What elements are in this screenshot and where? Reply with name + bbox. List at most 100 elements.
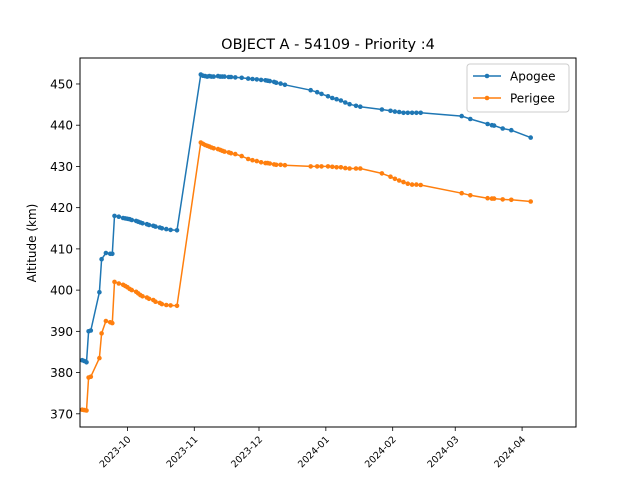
- data-point: [211, 74, 216, 79]
- data-point: [116, 281, 122, 286]
- data-point: [84, 408, 89, 413]
- data-point: [282, 82, 288, 88]
- data-point: [347, 166, 352, 171]
- y-tick-label: 450: [50, 77, 73, 91]
- data-point: [418, 182, 424, 188]
- data-point: [116, 214, 122, 219]
- y-tick-label: 380: [50, 366, 73, 380]
- series-perigee: [79, 140, 533, 413]
- data-point: [308, 164, 314, 169]
- data-point: [233, 151, 238, 157]
- data-point: [314, 89, 320, 95]
- data-point: [338, 98, 344, 103]
- data-point: [414, 110, 419, 116]
- data-point: [418, 110, 424, 116]
- data-point: [405, 181, 411, 186]
- plot-area-frame: [79, 57, 577, 428]
- y-tick-label: 370: [50, 407, 73, 421]
- data-point: [491, 196, 497, 201]
- data-point: [405, 110, 411, 116]
- data-point: [353, 166, 359, 171]
- data-point: [347, 101, 352, 107]
- data-point: [325, 94, 331, 99]
- data-point: [239, 75, 244, 81]
- data-point: [314, 164, 320, 169]
- data-point: [258, 77, 264, 83]
- data-point: [168, 227, 173, 233]
- data-point: [319, 91, 324, 97]
- data-point: [129, 217, 135, 223]
- legend: Apogee Perigee: [466, 63, 570, 113]
- data-point: [211, 146, 216, 151]
- series-apogee: [79, 72, 533, 365]
- data-point: [396, 109, 402, 115]
- data-point: [254, 77, 260, 82]
- data-point: [110, 251, 115, 257]
- data-point: [388, 108, 393, 114]
- data-point: [168, 303, 173, 308]
- chart-title: OBJECT A - 54109 - Priority :4: [221, 37, 435, 53]
- data-point: [222, 149, 227, 154]
- y-tick-label: 410: [50, 242, 73, 256]
- data-point: [146, 222, 152, 228]
- data-point: [343, 100, 348, 105]
- data-point: [459, 190, 465, 196]
- data-point: [500, 126, 506, 131]
- data-point: [153, 299, 158, 305]
- data-point: [222, 74, 227, 79]
- y-tick-label: 400: [50, 284, 73, 298]
- data-point: [282, 162, 288, 168]
- data-point: [140, 221, 145, 226]
- data-point: [174, 303, 180, 309]
- data-point: [459, 113, 465, 119]
- data-point: [468, 193, 473, 198]
- data-point: [509, 197, 514, 203]
- data-point: [401, 179, 406, 185]
- y-axis-ticks: 370 380 390 400 410 420 430 440 450: [50, 77, 80, 421]
- data-point: [414, 182, 419, 187]
- data-point: [245, 156, 251, 162]
- data-point: [174, 228, 180, 233]
- data-point: [250, 157, 255, 163]
- legend-marker: [484, 73, 490, 79]
- legend-item-perigee: Perigee: [473, 92, 555, 106]
- legend-marker: [484, 95, 490, 101]
- data-point: [254, 158, 260, 164]
- legend-item-apogee: Apogee: [473, 70, 556, 84]
- data-point: [319, 164, 324, 169]
- data-point: [392, 176, 398, 182]
- data-point: [273, 162, 279, 168]
- data-point: [358, 104, 363, 109]
- data-point: [159, 226, 165, 231]
- data-point: [468, 116, 473, 122]
- data-point: [485, 195, 490, 201]
- data-point: [409, 182, 415, 187]
- data-point: [491, 123, 497, 128]
- data-point: [528, 135, 533, 140]
- data-point: [97, 355, 102, 361]
- data-point: [258, 160, 264, 165]
- data-point: [228, 150, 234, 156]
- data-point: [250, 76, 255, 82]
- data-point: [379, 107, 385, 112]
- data-point: [528, 199, 533, 204]
- data-point: [245, 76, 251, 81]
- data-point: [338, 165, 344, 170]
- series-layer: [79, 72, 533, 413]
- data-point: [97, 289, 102, 295]
- data-point: [112, 213, 117, 219]
- data-point: [330, 95, 335, 101]
- data-point: [103, 318, 109, 324]
- data-point: [103, 250, 109, 256]
- data-point: [267, 78, 273, 84]
- data-point: [388, 174, 393, 179]
- data-point: [396, 178, 402, 183]
- data-point: [146, 296, 152, 302]
- data-point: [509, 127, 514, 133]
- data-point: [140, 294, 145, 299]
- data-point: [308, 87, 314, 93]
- data-point: [129, 287, 135, 293]
- data-point: [164, 302, 169, 308]
- data-point: [379, 171, 385, 176]
